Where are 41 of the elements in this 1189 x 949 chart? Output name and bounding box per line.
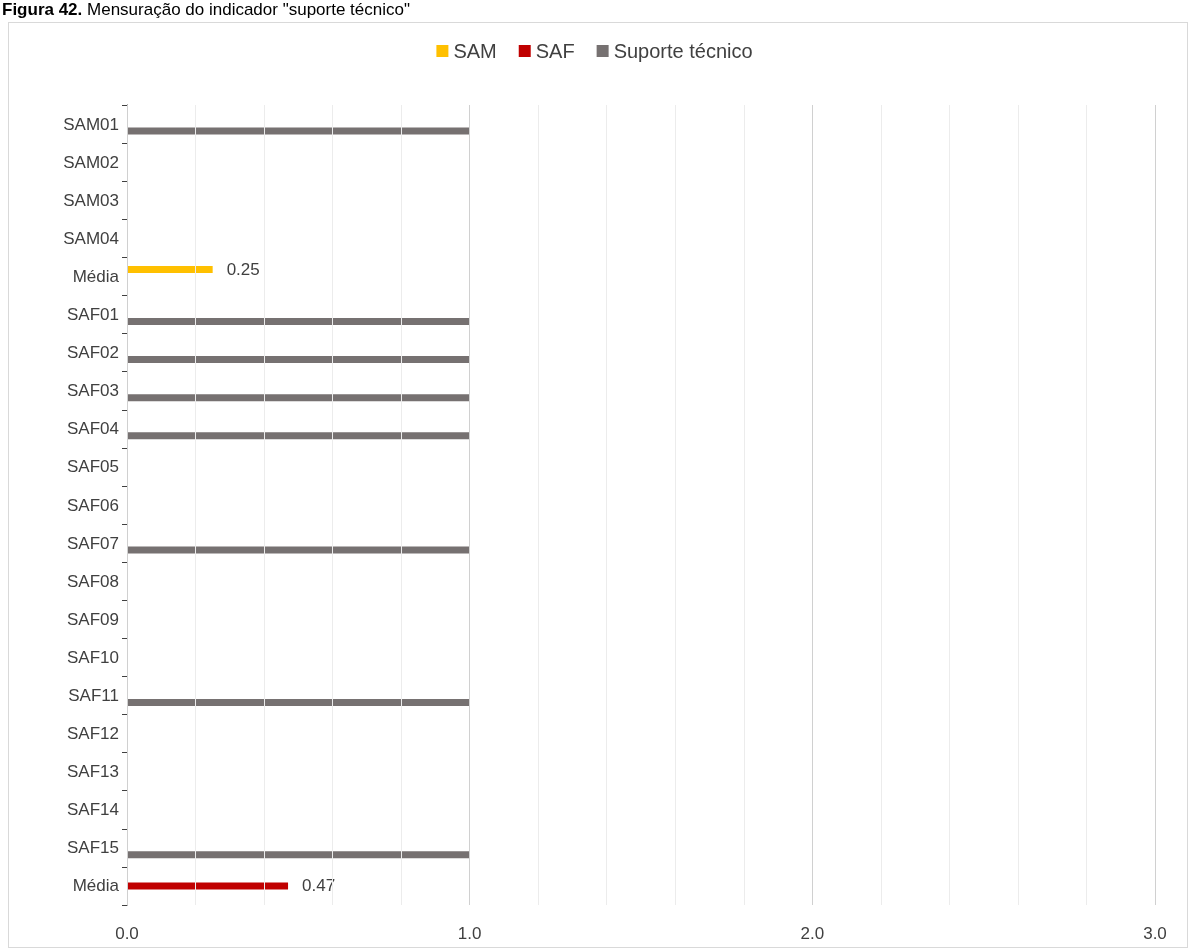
bar [127, 432, 470, 440]
x-tick-label: 2.0 [800, 924, 825, 943]
data-label: 0.25 [226, 259, 260, 279]
bar [127, 394, 470, 402]
y-tick-label: SAF12 [67, 724, 119, 744]
y-tick-label: SAF13 [67, 762, 119, 782]
y-tick-label: SAF05 [67, 457, 119, 477]
bar [127, 882, 289, 890]
y-tick-label: SAF04 [67, 419, 119, 439]
y-tick-label: SAF08 [67, 571, 119, 591]
y-tick-label: SAF11 [68, 685, 119, 705]
y-tick-label: SAM03 [63, 190, 119, 210]
bar [127, 546, 470, 554]
y-tick-label: Média [72, 876, 120, 896]
bar [127, 851, 470, 859]
x-tick-label: 3.0 [1143, 924, 1167, 943]
y-tick-label: SAM01 [63, 114, 119, 134]
bar [127, 318, 470, 326]
y-tick-label: SAF14 [67, 800, 119, 820]
y-tick-label: SAF09 [67, 609, 119, 629]
bar [127, 356, 470, 364]
x-tick-label: 0.0 [115, 924, 139, 943]
legend-label: SAF [535, 40, 575, 62]
x-tick-label: 1.0 [457, 924, 482, 943]
chart-title: Figura 42. Mensuração do indicador "suporte técnico" [2, 0, 411, 20]
legend-label: Suporte técnico [613, 40, 753, 62]
y-tick-label: SAM04 [63, 228, 119, 248]
y-tick-label: SAF06 [67, 495, 119, 515]
bar [127, 265, 213, 273]
y-tick-label: SAF15 [67, 838, 119, 858]
y-tick-label: SAF10 [67, 647, 119, 667]
y-tick-label: SAF02 [67, 343, 119, 363]
y-tick-label: SAF07 [67, 533, 119, 553]
y-tick-label: SAM02 [63, 152, 119, 172]
y-tick-label: SAF03 [67, 381, 119, 401]
legend-label: SAM [453, 40, 497, 62]
data-label: 0.47 [302, 876, 336, 896]
y-tick-label: SAF01 [67, 305, 119, 325]
bar [127, 698, 470, 706]
bar [127, 127, 470, 135]
y-tick-label: Média [72, 266, 120, 286]
